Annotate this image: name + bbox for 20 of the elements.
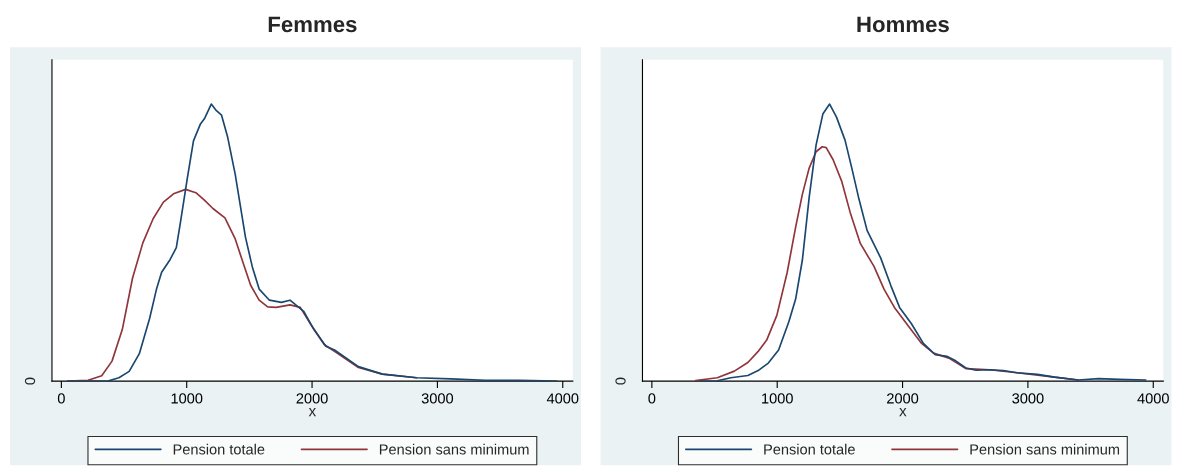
x-tick-label: 4000 <box>1137 393 1169 404</box>
x-tick-label: 0 <box>57 393 65 404</box>
x-tick-label: 3000 <box>1012 393 1044 404</box>
legend-label: Pension totale <box>764 443 855 455</box>
chart-title: Hommes <box>857 16 949 33</box>
x-axis-title: x <box>899 408 907 417</box>
x-tick-label: 2000 <box>296 393 328 404</box>
x-tick-label: 4000 <box>546 393 579 404</box>
x-axis-title: x <box>308 408 317 417</box>
legend-label: Pension sans minimum <box>379 443 529 455</box>
chart-title: Femmes <box>268 16 357 33</box>
legend-label: Pension totale <box>173 443 265 455</box>
text: 0 <box>615 377 626 385</box>
text: 0 <box>24 377 36 385</box>
x-tick-label: 0 <box>648 393 656 404</box>
x-tick-label: 1000 <box>762 393 793 404</box>
x-tick-label: 1000 <box>171 393 203 404</box>
x-tick-label: 2000 <box>887 393 919 404</box>
x-tick-label: 3000 <box>421 393 454 404</box>
legend-label: Pension sans minimum <box>970 443 1120 455</box>
